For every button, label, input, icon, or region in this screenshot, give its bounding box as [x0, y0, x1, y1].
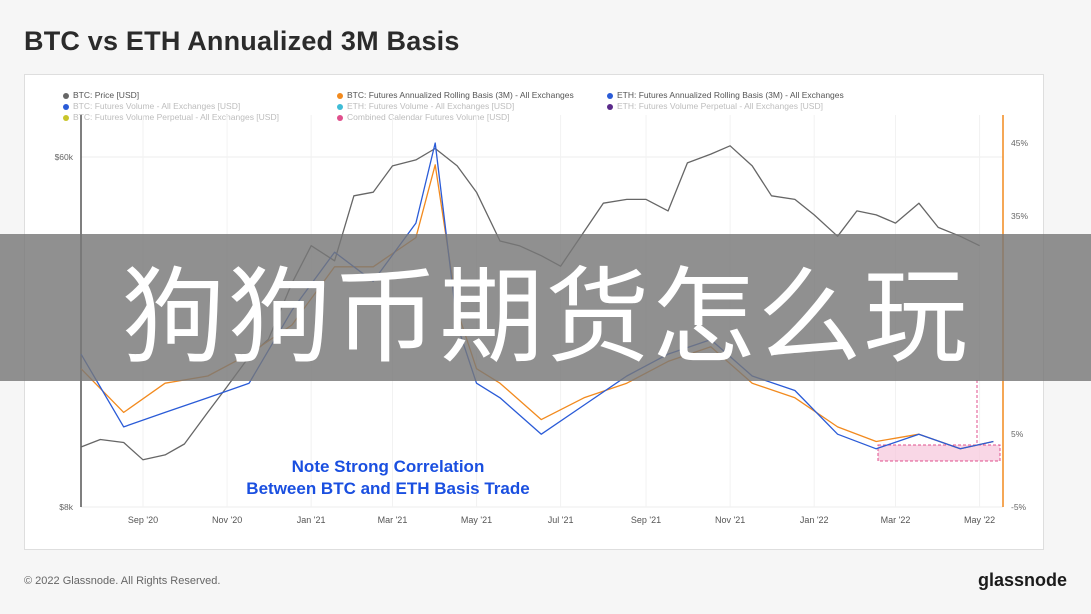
- note-line-1: Note Strong Correlation: [291, 457, 485, 476]
- legend-item-eth-futures-volume[interactable]: ETH: Futures Volume - All Exchanges [USD…: [337, 101, 514, 111]
- legend-item-eth-perp-volume[interactable]: ETH: Futures Volume Perpetual - All Exch…: [607, 101, 823, 111]
- x-tick-label: Nov '20: [212, 515, 242, 525]
- series-line-eth-basis: [80, 142, 994, 450]
- banner-text: 狗狗币期货怎么玩: [121, 256, 970, 378]
- x-tick-label: May '22: [964, 515, 995, 525]
- correlation-note: Note Strong Correlation Between BTC and …: [200, 456, 576, 500]
- legend-label: ETH: Futures Annualized Rolling Basis (3…: [617, 90, 844, 100]
- legend-item-btc-price[interactable]: BTC: Price [USD]: [63, 90, 139, 100]
- right-tick-label: 5%: [1011, 429, 1024, 439]
- note-line-2: Between BTC and ETH Basis Trade: [246, 479, 530, 498]
- x-tick-label: Mar '21: [378, 515, 408, 525]
- x-tick-label: May '21: [461, 515, 492, 525]
- basis-range-highlight: [877, 444, 1001, 462]
- legend-label: ETH: Futures Volume Perpetual - All Exch…: [617, 101, 823, 111]
- right-tick-label: 35%: [1011, 211, 1028, 221]
- right-tick-label: -5%: [1011, 502, 1027, 512]
- legend-label: BTC: Futures Volume Perpetual - All Exch…: [73, 112, 279, 122]
- copyright-text: © 2022 Glassnode. All Rights Reserved.: [24, 575, 221, 587]
- legend-label: BTC: Price [USD]: [73, 90, 140, 100]
- legend-dot: [337, 103, 343, 110]
- legend-item-eth-basis[interactable]: ETH: Futures Annualized Rolling Basis (3…: [607, 90, 844, 100]
- legend-label: BTC: Futures Annualized Rolling Basis (3…: [347, 90, 574, 100]
- legend-dot: [337, 114, 343, 121]
- legend-dot: [63, 103, 69, 110]
- left-tick-label: $60k: [55, 152, 74, 162]
- x-tick-label: Mar '22: [881, 515, 911, 525]
- chart-svg: $60k $8k 45% 35% 5% -5% Sep '20 Nov '20 Jan '2…: [55, 115, 1028, 525]
- page-title: BTC vs ETH Annualized 3M Basis: [24, 26, 460, 56]
- right-tick-label: 45%: [1011, 138, 1028, 148]
- legend-label: BTC: Futures Volume - All Exchanges [USD…: [73, 101, 241, 111]
- legend-label: Combined Calendar Futures Volume [USD]: [347, 112, 510, 122]
- x-axis: Sep '20 Nov '20 Jan '21 Mar '21 May '21 Jul '…: [128, 515, 995, 525]
- legend-dot: [607, 103, 613, 110]
- banner-overlay: 狗狗币期货怎么玩: [0, 234, 1091, 381]
- legend-dot: [63, 92, 69, 99]
- legend-item-btc-perp-volume[interactable]: BTC: Futures Volume Perpetual - All Exch…: [63, 112, 279, 122]
- x-tick-label: Jul '21: [548, 515, 574, 525]
- legend-item-btc-basis[interactable]: BTC: Futures Annualized Rolling Basis (3…: [337, 90, 574, 100]
- left-tick-label: $8k: [59, 502, 73, 512]
- x-tick-label: Sep '21: [631, 515, 661, 525]
- legend-item-btc-futures-volume[interactable]: BTC: Futures Volume - All Exchanges [USD…: [63, 101, 240, 111]
- legend-item-calendar-volume[interactable]: Combined Calendar Futures Volume [USD]: [337, 112, 510, 122]
- x-tick-label: Jan '22: [800, 515, 829, 525]
- x-tick-label: Nov '21: [715, 515, 745, 525]
- x-tick-label: Sep '20: [128, 515, 158, 525]
- x-tick-label: Jan '21: [297, 515, 326, 525]
- legend-dot: [607, 92, 613, 99]
- legend-dot: [63, 114, 69, 121]
- legend-label: ETH: Futures Volume - All Exchanges [USD…: [347, 101, 515, 111]
- grid-lines: [81, 115, 1003, 508]
- brand-logo[interactable]: glassnode: [977, 570, 1067, 590]
- legend-dot: [337, 92, 343, 99]
